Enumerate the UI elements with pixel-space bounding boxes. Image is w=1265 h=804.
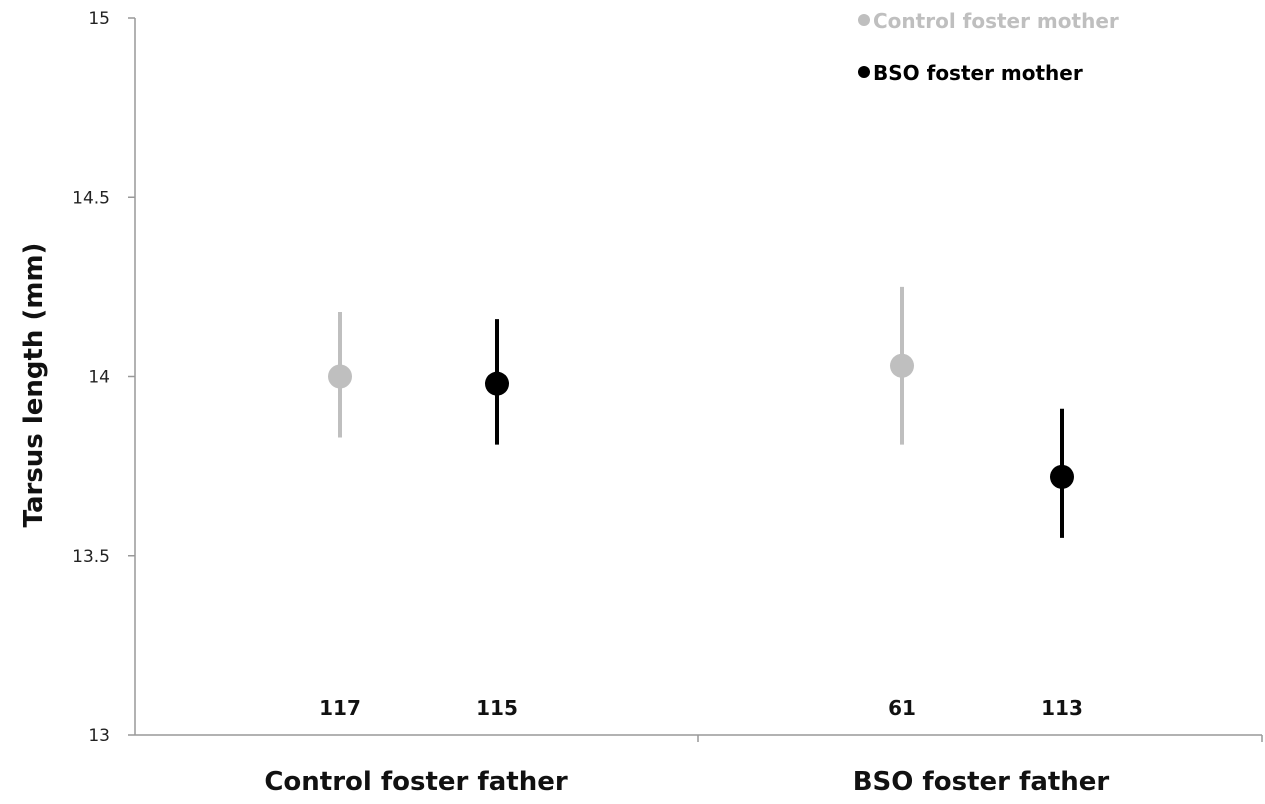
data-marks [328, 287, 1074, 538]
y-axis-title: Tarsus length (mm) [19, 243, 49, 528]
y-tick-label: 14.5 [72, 188, 110, 208]
sample-size-labels: 117 61 115 113 [319, 696, 1083, 720]
legend-marker-bso-mother [858, 66, 870, 78]
y-tick-label: 15 [88, 9, 110, 29]
x-category-label-control-father: Control foster father [264, 767, 568, 797]
data-point [328, 365, 352, 389]
y-tick-label: 14 [88, 368, 110, 388]
legend-marker-control-mother [858, 14, 870, 26]
sample-size-label: 115 [476, 696, 518, 720]
legend-label-bso-mother: BSO foster mother [873, 61, 1083, 85]
y-ticks: 13 13.5 14 14.5 15 [72, 9, 135, 746]
sample-size-label: 113 [1041, 696, 1083, 720]
sample-size-label: 61 [888, 696, 916, 720]
sample-size-label: 117 [319, 696, 361, 720]
y-tick-label: 13 [88, 726, 110, 746]
legend-label-control-mother: Control foster mother [873, 9, 1119, 33]
x-category-label-bso-father: BSO foster father [853, 767, 1110, 797]
data-point [1050, 465, 1074, 489]
data-point [890, 354, 914, 378]
legend: Control foster mother BSO foster mother [858, 9, 1119, 85]
data-point [485, 372, 509, 396]
y-tick-label: 13.5 [72, 547, 110, 567]
